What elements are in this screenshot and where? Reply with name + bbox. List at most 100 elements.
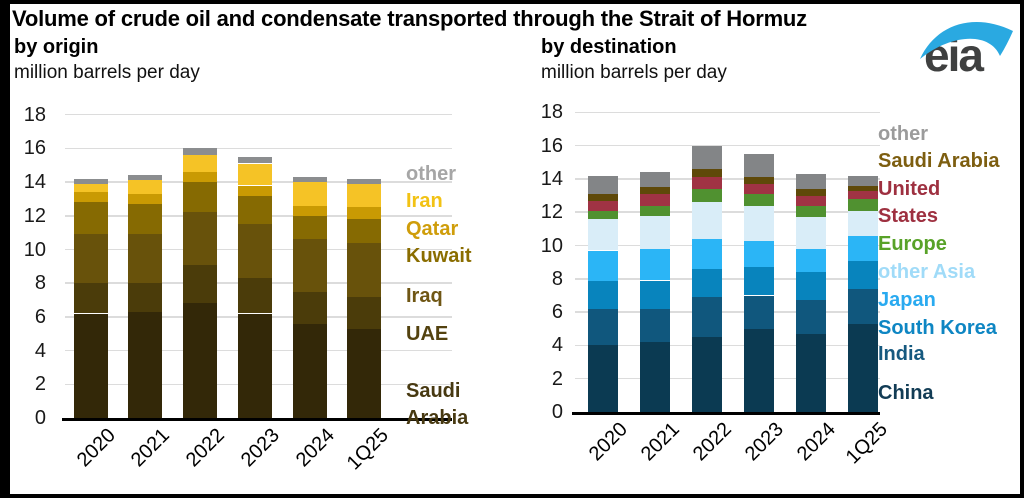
bar-segment-other-asia-2022 [692, 202, 722, 239]
bar-segment-other-2023 [744, 153, 774, 178]
bar-segment-other-2020 [74, 178, 108, 184]
bar-segment-uae-2021 [128, 283, 162, 312]
bar-segment-china-2024 [796, 333, 826, 412]
y-axis-tick-0: 0 [551, 401, 563, 423]
legend-kuwait: Kuwait [406, 245, 472, 267]
legend-saudi-arabia: Saudi Arabia [878, 150, 1000, 172]
bar-segment-other-2021 [128, 175, 162, 181]
bar-segment-iraq-2022 [183, 212, 217, 265]
bar-segment-south-korea-2023 [744, 267, 774, 296]
bar-segment-uae-2020 [74, 283, 108, 314]
bar-segment-south-korea-1Q25 [848, 260, 878, 289]
bar-segment-iraq-1Q25 [347, 242, 381, 297]
bar-segment-other-2022 [183, 148, 217, 156]
bar-segment-japan-2020 [588, 250, 618, 281]
y-axis-tick-10: 10 [23, 238, 46, 261]
bar-segment-other-asia-2024 [796, 217, 826, 249]
bar-segment-europe-1Q25 [848, 198, 878, 211]
y-axis-tick-8: 8 [551, 267, 563, 290]
bar-segment-india-2023 [744, 295, 774, 329]
y-axis-tick-0: 0 [34, 407, 46, 429]
bar-segment-south-korea-2024 [796, 272, 826, 301]
bar-segment-iraq-2023 [238, 224, 272, 279]
bar-segment-kuwait-2021 [128, 204, 162, 235]
gridline-y18 [575, 111, 880, 114]
bar-segment-united-states-2022 [692, 177, 722, 189]
bar-segment-qatar-1Q25 [347, 207, 381, 220]
left-chart-subtitle: by origin [14, 36, 99, 58]
bar-segment-china-2021 [640, 342, 670, 412]
bar-segment-united-states-2023 [744, 183, 774, 194]
bar-segment-united-states-2021 [640, 193, 670, 206]
bar-segment-united-states-1Q25 [848, 190, 878, 199]
bar-segment-other-asia-2023 [744, 205, 774, 241]
left-chart-units-label: million barrels per day [14, 62, 200, 83]
bar-segment-qatar-2020 [74, 192, 108, 203]
bar-segment-india-2024 [796, 300, 826, 334]
page-title: Volume of crude oil and condensate trans… [12, 6, 807, 31]
x-axis-tick-1Q25: 1Q25 [841, 418, 892, 469]
bar-segment-united-states-2020 [588, 200, 618, 211]
legend-united-states: United States [878, 178, 941, 227]
gridline-y8 [575, 278, 880, 280]
bar-segment-iran-2020 [74, 183, 108, 193]
y-axis-tick-14: 14 [23, 171, 46, 194]
bar-segment-other-2021 [640, 172, 670, 188]
bar-segment-india-2021 [640, 308, 670, 343]
x-axis-line [572, 412, 880, 415]
y-axis-tick-10: 10 [540, 234, 563, 257]
bar-segment-south-korea-2022 [692, 268, 722, 298]
bar-segment-saudi-arabia-2021 [640, 187, 670, 194]
bar-segment-iraq-2020 [74, 234, 108, 284]
bar-segment-india-2020 [588, 308, 618, 346]
legend-qatar: Qatar [406, 218, 459, 240]
y-axis-tick-12: 12 [540, 201, 563, 224]
bar-segment-europe-2021 [640, 205, 670, 216]
gridline-y16 [65, 147, 452, 150]
bar-segment-uae-2024 [293, 291, 327, 324]
y-axis-tick-12: 12 [23, 204, 46, 227]
eia-logo: eia [918, 12, 1016, 82]
x-axis-tick-2022: 2022 [688, 418, 736, 466]
y-axis-tick-6: 6 [551, 301, 563, 324]
bar-segment-saudi-arabia-2023 [744, 177, 774, 184]
gridline-y10 [575, 244, 880, 247]
legend-uae: UAE [406, 323, 449, 345]
bar-segment-other-asia-2020 [588, 218, 618, 251]
legend-south-korea: South Korea [878, 317, 997, 339]
bar-segment-saudi-arabia-2022 [692, 168, 722, 178]
gridline-y6 [575, 311, 880, 313]
x-axis-tick-2024: 2024 [792, 418, 840, 466]
frame-left [0, 0, 10, 498]
bar-segment-europe-2023 [744, 193, 774, 206]
bar-segment-saudi-arabia-2024 [796, 188, 826, 196]
bar-segment-uae-2022 [183, 264, 217, 304]
legend-china: China [878, 382, 934, 404]
bar-segment-japan-2024 [796, 248, 826, 273]
gridline-y4 [575, 344, 880, 347]
bar-segment-qatar-2021 [128, 193, 162, 204]
bar-segment-other-asia-2021 [640, 215, 670, 249]
y-axis-tick-2: 2 [551, 367, 563, 390]
bar-segment-india-2022 [692, 297, 722, 338]
bar-segment-other-2020 [588, 175, 618, 194]
bar-segment-saudi-arabia-1Q25 [848, 185, 878, 191]
right-chart-subtitle: by destination [541, 36, 677, 58]
bar-segment-saudi-arabia-2021 [128, 311, 162, 418]
y-axis-tick-4: 4 [34, 339, 46, 362]
gridline-y16 [575, 144, 880, 147]
bar-segment-europe-2024 [796, 205, 826, 218]
y-axis-tick-16: 16 [540, 134, 563, 157]
bar-segment-india-1Q25 [848, 288, 878, 324]
bar-segment-japan-1Q25 [848, 235, 878, 261]
bar-segment-saudi-arabia-2020 [74, 313, 108, 418]
bar-segment-china-2022 [692, 337, 722, 412]
legend-iraq: Iraq [406, 285, 443, 307]
bar-segment-china-1Q25 [848, 323, 878, 412]
bar-segment-europe-2020 [588, 210, 618, 219]
legend-india: India [878, 343, 925, 365]
bar-segment-japan-2022 [692, 238, 722, 269]
